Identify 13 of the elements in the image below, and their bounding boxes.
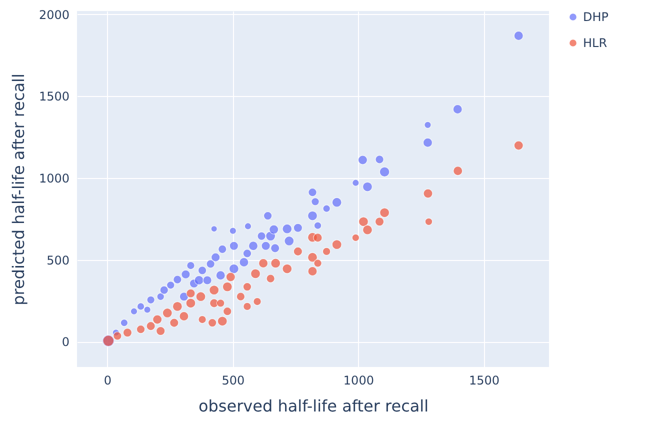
y-axis-title: predicted half-life after recall: [8, 74, 28, 306]
y-tick-label: 1500: [38, 90, 70, 104]
y-tick-label: 0: [62, 335, 70, 350]
x-axis-title: observed half-life after recall: [198, 396, 429, 416]
x-tick-label: 0: [104, 374, 112, 388]
x-tick-label: 1000: [343, 374, 374, 388]
legend-label: DHP: [583, 10, 608, 24]
legend-label: HLR: [583, 36, 608, 50]
y-tick-label: 1000: [38, 171, 70, 186]
x-tick-label: 500: [222, 374, 245, 388]
x-tick-label: 1500: [468, 374, 500, 388]
y-tick-label: 500: [46, 253, 70, 268]
y-tick-label: 2000: [38, 8, 70, 22]
